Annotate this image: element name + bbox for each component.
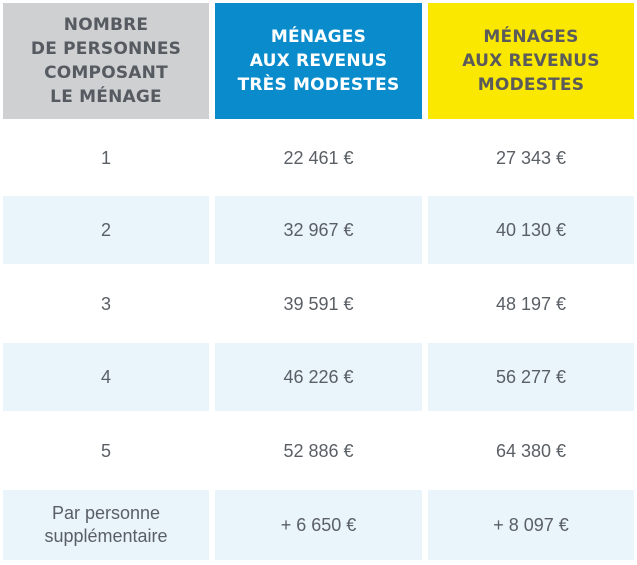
header-household-size-label: NOMBRE DE PERSONNES COMPOSANT LE MÉNAGE xyxy=(30,15,182,107)
cell-very-modest: 46 226 € xyxy=(215,343,422,411)
header-modest-label: MÉNAGES AUX REVENUS MODESTES xyxy=(462,27,600,95)
cell-very-modest: 32 967 € xyxy=(215,196,422,264)
cell-household-size: 5 xyxy=(100,440,111,461)
cell-very-modest: 39 591 € xyxy=(283,293,354,314)
table-row: 2 32 967 € 40 130 € xyxy=(0,196,637,264)
cell-modest: 48 197 € xyxy=(495,293,567,314)
cell-modest: 56 277 € xyxy=(428,343,634,411)
cell-modest: 40 130 € xyxy=(428,196,634,264)
header-modest-income: MÉNAGES AUX REVENUS MODESTES xyxy=(428,3,634,119)
cell-very-modest: 22 461 € xyxy=(283,148,354,168)
cell-household-size: 3 xyxy=(100,293,111,314)
table-row: 1 22 461 € 27 343 € xyxy=(0,125,637,192)
table-row: 4 46 226 € 56 277 € xyxy=(0,343,637,411)
cell-modest: 27 343 € xyxy=(495,148,567,168)
table-row: 3 39 591 € 48 197 € xyxy=(0,270,637,338)
cell-very-modest: + 6 650 € xyxy=(215,490,422,560)
cell-very-modest: 52 886 € xyxy=(283,440,354,461)
header-very-modest-label: MÉNAGES AUX REVENUS TRÈS MODESTES xyxy=(237,27,400,95)
cell-household-size: 2 xyxy=(3,196,209,264)
header-household-size: NOMBRE DE PERSONNES COMPOSANT LE MÉNAGE xyxy=(3,3,209,119)
cell-household-size: Par personne supplémentaire xyxy=(3,490,209,560)
cell-household-size: 4 xyxy=(3,343,209,411)
table-row: Par personne supplémentaire + 6 650 € + … xyxy=(0,490,637,560)
header-very-modest-income: MÉNAGES AUX REVENUS TRÈS MODESTES xyxy=(215,3,422,119)
cell-modest: + 8 097 € xyxy=(428,490,634,560)
cell-modest: 64 380 € xyxy=(495,440,567,461)
cell-household-size: 1 xyxy=(100,148,111,168)
table-row: 5 52 886 € 64 380 € xyxy=(0,417,637,485)
